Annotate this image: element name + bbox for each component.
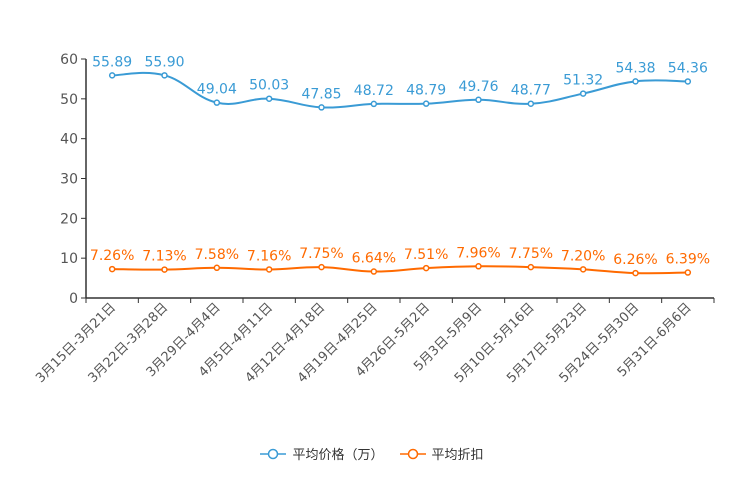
data-label: 6.39% bbox=[666, 252, 710, 268]
data-point bbox=[632, 269, 639, 277]
data-label: 54.38 bbox=[615, 60, 655, 76]
data-point bbox=[422, 100, 430, 107]
data-point bbox=[318, 263, 325, 271]
data-point bbox=[684, 269, 692, 276]
data-label: 50.03 bbox=[249, 78, 289, 94]
data-label: 7.75% bbox=[299, 246, 343, 262]
data-point bbox=[422, 264, 430, 272]
data-point bbox=[265, 266, 273, 273]
data-label: 55.89 bbox=[92, 54, 132, 70]
data-point bbox=[161, 266, 168, 273]
legend-label: 平均折扣 bbox=[431, 448, 484, 463]
data-point bbox=[161, 72, 168, 79]
data-point bbox=[265, 95, 273, 102]
data-label: 47.85 bbox=[301, 86, 341, 102]
y-tick-label: 30 bbox=[60, 172, 78, 188]
data-point bbox=[213, 99, 221, 106]
data-point bbox=[475, 263, 482, 270]
data-label: 48.77 bbox=[511, 83, 551, 99]
data-label: 7.96% bbox=[456, 245, 500, 261]
data-point bbox=[370, 100, 378, 108]
data-point bbox=[579, 90, 587, 97]
data-point bbox=[684, 78, 692, 85]
legend: 平均价格（万） 平均折扣 bbox=[0, 444, 744, 463]
y-tick-label: 40 bbox=[60, 132, 78, 148]
data-point bbox=[475, 96, 482, 104]
legend-label: 平均价格（万） bbox=[292, 448, 384, 463]
data-label: 7.26% bbox=[90, 248, 134, 264]
data-label: 55.90 bbox=[144, 54, 184, 70]
data-label: 6.64% bbox=[352, 251, 396, 267]
legend-item-price[interactable]: 平均价格（万） bbox=[260, 444, 384, 463]
data-label: 7.51% bbox=[404, 247, 448, 263]
data-label: 7.13% bbox=[142, 249, 186, 265]
series-line-1 bbox=[112, 265, 688, 275]
data-label: 7.20% bbox=[561, 248, 605, 264]
y-tick-label: 20 bbox=[60, 211, 78, 227]
data-point bbox=[108, 72, 116, 79]
data-point bbox=[527, 263, 535, 271]
legend-marker-icon bbox=[399, 448, 426, 459]
data-label: 7.75% bbox=[509, 246, 553, 262]
y-tick-label: 50 bbox=[60, 92, 78, 108]
data-point bbox=[579, 266, 587, 273]
data-point bbox=[632, 78, 639, 85]
data-point bbox=[213, 264, 221, 272]
data-label: 48.79 bbox=[406, 83, 446, 99]
data-point bbox=[108, 265, 116, 273]
y-tick-label: 60 bbox=[60, 52, 78, 68]
data-label: 6.26% bbox=[613, 252, 657, 268]
data-point bbox=[318, 104, 325, 111]
data-label: 49.04 bbox=[197, 82, 237, 98]
legend-marker-icon bbox=[260, 448, 287, 459]
data-point bbox=[527, 100, 535, 107]
data-label: 51.32 bbox=[563, 73, 603, 89]
data-label: 7.58% bbox=[195, 247, 239, 263]
data-label: 54.36 bbox=[668, 60, 708, 76]
data-label: 48.72 bbox=[354, 83, 394, 99]
data-label: 7.16% bbox=[247, 248, 291, 264]
series-line-0 bbox=[112, 71, 688, 109]
data-point bbox=[370, 268, 378, 275]
legend-item-discount[interactable]: 平均折扣 bbox=[399, 444, 484, 463]
y-tick-label: 0 bbox=[69, 291, 78, 307]
y-tick-label: 10 bbox=[60, 251, 78, 267]
data-label: 49.76 bbox=[458, 79, 498, 95]
